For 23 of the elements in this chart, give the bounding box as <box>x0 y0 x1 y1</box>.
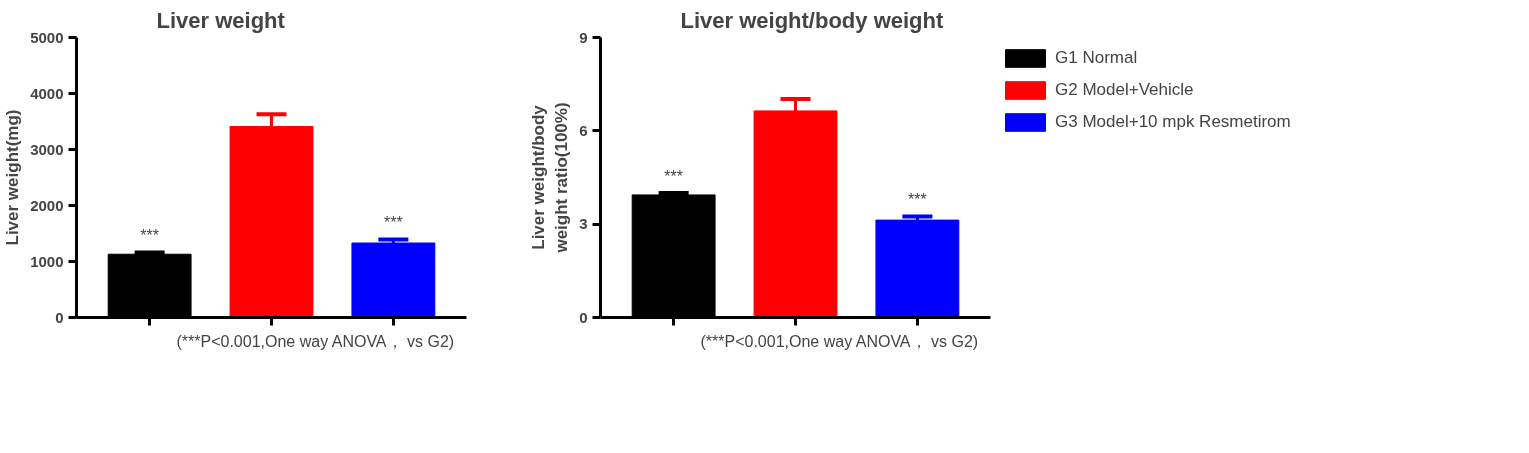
y-tick-label: 6 <box>579 121 588 139</box>
y-tick-label: 4000 <box>30 84 64 102</box>
y-tick-label: 3000 <box>30 140 64 158</box>
legend-label: G3 Model+10 mpk Resmetirom <box>1055 112 1291 132</box>
data-label: *** <box>140 227 159 245</box>
chart-title: Liver weight <box>156 7 286 33</box>
y-tick-label: 0 <box>579 308 588 326</box>
legend-label: G1 Normal <box>1055 48 1138 68</box>
y-tick-label: 3 <box>579 215 588 233</box>
y-tick-label: 5000 <box>30 28 64 46</box>
y-axis-title: Liver weight(mg) <box>3 109 23 246</box>
text: (***P<0.001,One way ANOVA， vs G2) <box>700 332 979 350</box>
y-tick-label: 2000 <box>30 196 64 214</box>
y-tick-label: 1000 <box>30 252 64 270</box>
chart-title: Liver weight/body weight <box>680 7 944 33</box>
y-tick-label: 0 <box>55 308 64 326</box>
y-axis-title: Liver weight/body weight ratio(100%) <box>529 102 572 254</box>
data-label: *** <box>384 213 403 231</box>
y-tick-label: 9 <box>579 28 588 46</box>
data-label: *** <box>908 190 927 208</box>
data-label: *** <box>664 167 683 185</box>
text: (***P<0.001,One way ANOVA， vs G2) <box>176 332 455 350</box>
legend-label: G2 Model+Vehicle <box>1055 80 1194 100</box>
